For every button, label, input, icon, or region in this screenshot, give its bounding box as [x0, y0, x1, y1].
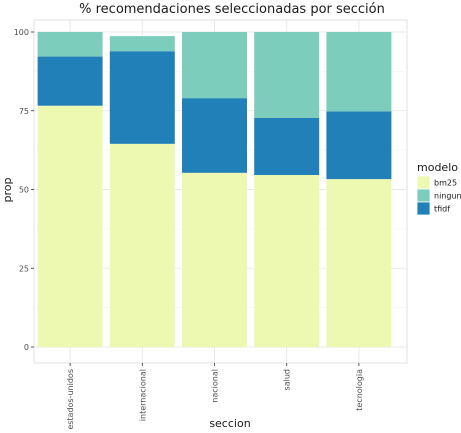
- legend-title: modelo: [417, 161, 458, 174]
- x-tick-label: nacional: [211, 369, 220, 403]
- bar-segment-tfidf-internacional: [109, 51, 175, 144]
- legend-key-bm25: [416, 175, 431, 190]
- x-tick-label: salud: [283, 369, 292, 390]
- plot-panel: [33, 19, 408, 364]
- bar-segment-tfidf-salud: [254, 117, 320, 176]
- y-tick-label: 25: [19, 264, 29, 273]
- bar-segment-ninguno-internacional: [109, 36, 175, 52]
- legend-label-bm25: bm25: [434, 179, 457, 188]
- bar-segment-tfidf-tecnologia: [326, 111, 392, 180]
- bar-segment-bm25-internacional: [109, 143, 175, 347]
- legend: modelo bm25 ninguno tfidf: [416, 161, 461, 216]
- chart-title: % recomendaciones seleccionadas por secc…: [79, 2, 385, 17]
- legend-label-ninguno: ninguno: [434, 192, 461, 201]
- x-tick-label: estados-unidos: [66, 369, 75, 430]
- bar-segment-ninguno-tecnologia: [326, 32, 392, 112]
- y-axis: 0 25 50 75 100: [14, 28, 34, 352]
- y-tick-label: 0: [24, 343, 29, 352]
- legend-key-ninguno: [416, 188, 431, 203]
- bar-segment-ninguno-nacional: [182, 32, 247, 99]
- x-axis: estados-unidos internacional nacional salud…: [66, 363, 364, 430]
- y-tick-label: 100: [14, 28, 29, 37]
- bar-segment-tfidf-estados-unidos: [37, 56, 103, 106]
- bar-segment-ninguno-salud: [254, 32, 320, 118]
- y-tick-label: 75: [19, 107, 29, 116]
- legend-key-tfidf: [416, 201, 431, 216]
- x-tick-label: internacional: [138, 369, 147, 421]
- y-tick-label: 50: [19, 186, 29, 195]
- x-axis-title: seccion: [209, 417, 250, 430]
- bars: [37, 32, 392, 348]
- x-tick-label: tecnologia: [355, 369, 364, 411]
- bar-segment-bm25-tecnologia: [326, 179, 392, 347]
- bar-segment-tfidf-nacional: [182, 98, 247, 173]
- bar-segment-bm25-estados-unidos: [37, 105, 103, 348]
- bar-segment-ninguno-estados-unidos: [37, 32, 103, 57]
- legend-label-tfidf: tfidf: [434, 205, 450, 214]
- legend-items: bm25 ninguno tfidf: [416, 175, 461, 216]
- y-axis-title: prop: [1, 177, 14, 202]
- bar-segment-bm25-salud: [254, 175, 320, 347]
- bar-segment-bm25-nacional: [182, 172, 247, 347]
